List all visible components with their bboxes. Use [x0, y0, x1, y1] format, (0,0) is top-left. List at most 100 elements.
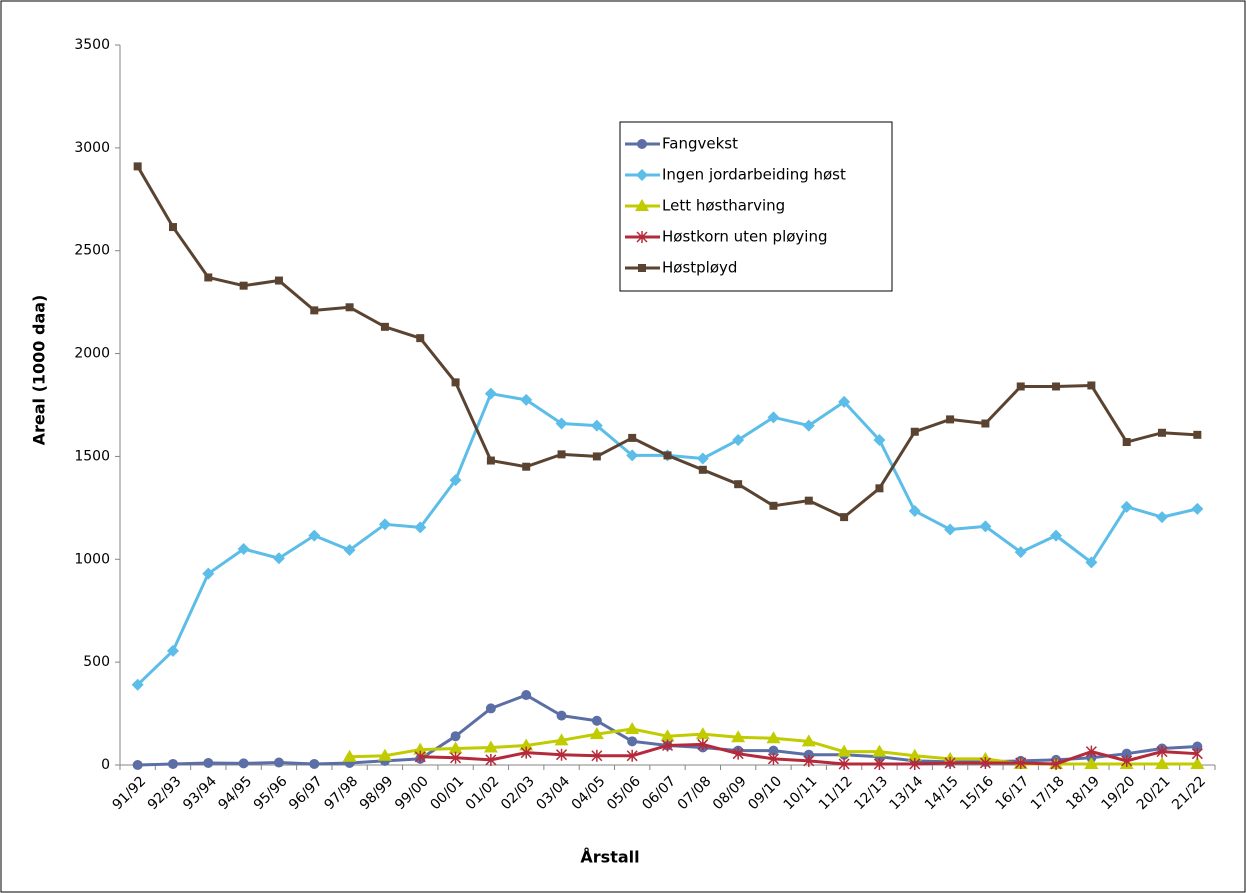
marker: [522, 462, 531, 471]
marker: [590, 419, 603, 432]
marker: [309, 758, 320, 769]
marker: [377, 748, 392, 761]
marker: [272, 552, 285, 565]
marker: [1120, 500, 1133, 513]
marker: [801, 734, 816, 747]
legend-label: Høstkorn uten pløying: [662, 228, 828, 246]
marker: [378, 518, 391, 531]
marker: [663, 451, 672, 460]
marker: [626, 449, 639, 462]
marker: [342, 749, 357, 762]
marker: [310, 306, 319, 315]
y-tick-label: 500: [83, 654, 110, 670]
marker: [1121, 748, 1132, 759]
marker: [168, 223, 177, 232]
y-tick-label: 2500: [74, 243, 110, 259]
marker: [838, 757, 850, 770]
marker: [451, 378, 460, 387]
marker: [732, 433, 745, 446]
legend-box: [619, 121, 893, 292]
marker: [1191, 502, 1204, 515]
marker: [131, 678, 144, 691]
marker: [591, 749, 603, 762]
marker: [1155, 756, 1170, 769]
marker: [660, 729, 675, 742]
marker: [519, 738, 534, 751]
marker: [1121, 754, 1133, 767]
legend-marker: [636, 231, 648, 243]
marker: [167, 758, 178, 769]
legend-marker: [637, 139, 647, 149]
marker: [804, 496, 813, 505]
legend-label: Lett høstharving: [662, 197, 785, 215]
marker: [626, 749, 638, 762]
marker: [908, 504, 921, 517]
marker: [450, 731, 461, 742]
marker: [909, 757, 921, 770]
marker: [1087, 381, 1096, 390]
legend-label: Fangvekst: [662, 135, 738, 153]
y-tick-label: 3500: [74, 37, 110, 53]
marker: [1190, 756, 1205, 769]
marker: [875, 484, 884, 493]
y-tick-label: 1000: [74, 551, 110, 567]
marker: [520, 746, 532, 759]
marker: [1156, 511, 1169, 524]
marker: [237, 543, 250, 555]
marker: [837, 744, 852, 757]
marker: [661, 739, 674, 752]
marker: [944, 523, 957, 536]
marker: [1191, 747, 1203, 760]
marker: [1050, 757, 1062, 770]
y-axis-title: Areal (1000 daa): [30, 295, 49, 446]
marker: [555, 417, 568, 430]
legend-label: Ingen jordarbeiding høst: [662, 166, 846, 184]
marker: [414, 521, 427, 534]
marker: [1193, 430, 1202, 439]
marker: [979, 756, 991, 769]
marker: [695, 727, 710, 740]
marker: [946, 415, 955, 424]
marker: [345, 303, 354, 312]
marker: [802, 419, 815, 432]
y-tick-label: 2000: [74, 346, 110, 362]
marker: [1156, 745, 1168, 758]
y-tick-label: 3000: [74, 140, 110, 156]
marker: [1122, 438, 1131, 447]
marker: [556, 710, 567, 721]
legend-label: Høstpløyd: [662, 259, 737, 277]
marker: [273, 757, 284, 768]
marker: [1050, 529, 1063, 542]
marker: [907, 748, 922, 761]
marker: [944, 756, 956, 769]
marker: [767, 411, 780, 424]
marker: [696, 452, 709, 465]
marker: [1192, 741, 1203, 752]
marker: [484, 387, 497, 400]
marker: [238, 758, 249, 769]
marker: [769, 501, 778, 510]
marker: [520, 393, 533, 406]
x-axis-title: Årstall: [580, 848, 639, 867]
marker: [521, 690, 532, 701]
marker: [1085, 556, 1098, 569]
marker: [203, 757, 214, 768]
marker: [448, 741, 463, 754]
marker: [591, 715, 602, 726]
marker: [380, 322, 389, 331]
marker: [766, 731, 781, 744]
marker: [592, 452, 601, 461]
marker: [204, 273, 213, 282]
marker: [873, 757, 885, 770]
marker: [274, 276, 283, 285]
marker: [132, 760, 143, 770]
marker: [768, 745, 779, 756]
marker: [981, 419, 990, 428]
marker: [133, 162, 142, 171]
marker: [202, 567, 215, 580]
marker: [767, 752, 779, 765]
series: [414, 738, 1203, 770]
marker: [449, 474, 462, 487]
